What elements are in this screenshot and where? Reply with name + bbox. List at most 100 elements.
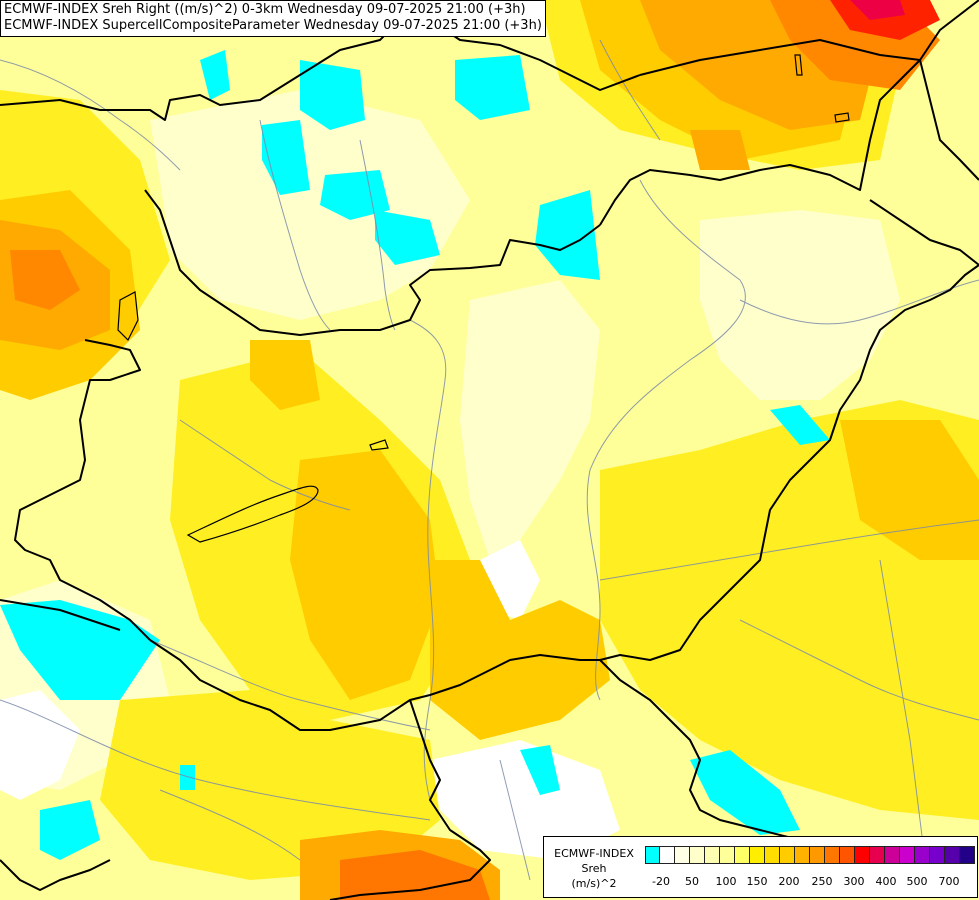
legend-tick-label: 100 bbox=[715, 875, 737, 888]
river-tisza bbox=[586, 179, 746, 701]
cyan-area-8 bbox=[0, 600, 160, 700]
legend-swatch bbox=[690, 846, 705, 864]
legend-swatch bbox=[720, 846, 735, 864]
lake-neusiedl bbox=[117, 291, 139, 342]
legend-tick-label: 500 bbox=[906, 875, 928, 888]
red-area-northeast bbox=[830, 0, 940, 40]
title-line-scp: ECMWF-INDEX SupercellCompositeParameter … bbox=[4, 18, 542, 33]
border-ukraine-moldova bbox=[919, 59, 979, 181]
legend-swatch bbox=[960, 846, 975, 864]
border-slovenia-croatia bbox=[0, 599, 121, 631]
legend-tick-label: 250 bbox=[811, 875, 833, 888]
legend-swatches bbox=[645, 846, 975, 864]
cyan-area-2 bbox=[300, 60, 365, 130]
river-layer bbox=[0, 39, 979, 881]
legend-swatch bbox=[810, 846, 825, 864]
river-mures bbox=[599, 519, 979, 581]
legend-tick-label: 700 bbox=[938, 875, 960, 888]
white-area-southwest bbox=[0, 690, 80, 800]
legend-parameter: Sreh bbox=[581, 862, 607, 875]
river-hron bbox=[359, 139, 396, 331]
legend-swatch bbox=[855, 846, 870, 864]
title-line-sreh: ECMWF-INDEX Sreh Right ((m/s)^2) 0-3km W… bbox=[4, 2, 526, 17]
legend-unit: (m/s)^2 bbox=[571, 877, 617, 890]
border-hungary-romania bbox=[149, 199, 979, 731]
legend-swatch bbox=[885, 846, 900, 864]
cyan-area-4 bbox=[262, 120, 310, 195]
deep-orange-area-south bbox=[340, 850, 490, 900]
legend-swatch bbox=[645, 846, 660, 864]
cyan-area-3 bbox=[455, 55, 530, 120]
cyan-area-1 bbox=[200, 50, 230, 100]
border-slovakia-ukraine bbox=[599, 0, 979, 226]
river-olt bbox=[879, 559, 926, 861]
border-austria-slovakia-hungary bbox=[144, 189, 601, 336]
border-poland-ukraine bbox=[639, 39, 921, 76]
lake-balaton bbox=[186, 485, 319, 543]
legend-swatch bbox=[675, 846, 690, 864]
river-misc-3 bbox=[739, 619, 979, 721]
legend-model: ECMWF-INDEX bbox=[554, 847, 634, 860]
river-danube bbox=[409, 319, 447, 801]
lake-small-3 bbox=[794, 54, 803, 76]
legend-swatch bbox=[825, 846, 840, 864]
legend-swatch bbox=[750, 846, 765, 864]
magenta-area-northeast bbox=[850, 0, 905, 20]
legend-swatch bbox=[795, 846, 810, 864]
legend-swatch bbox=[780, 846, 795, 864]
legend-title: ECMWF-INDEX Sreh (m/s)^2 bbox=[548, 846, 640, 891]
pale-area-north bbox=[150, 90, 470, 320]
legend-ticks: -20 50 100 150 200 250 300 400 500 700 bbox=[544, 875, 977, 889]
cyan-area-9 bbox=[40, 800, 100, 860]
lake-small-1 bbox=[369, 439, 389, 451]
legend-swatch bbox=[735, 846, 750, 864]
river-morava bbox=[499, 759, 531, 881]
legend-swatch bbox=[930, 846, 945, 864]
deep-orange-area-west bbox=[10, 250, 80, 310]
yellow-area-south bbox=[100, 690, 440, 880]
river-misc-2 bbox=[599, 39, 661, 141]
gold-area-center bbox=[290, 450, 440, 700]
river-misc-4 bbox=[159, 789, 301, 861]
cyan-area-6 bbox=[375, 210, 440, 265]
legend-tick-label: 300 bbox=[843, 875, 865, 888]
legend-tick-label: 150 bbox=[746, 875, 768, 888]
border-austria-hungary-west bbox=[14, 339, 151, 641]
map-title-box: ECMWF-INDEX Sreh Right ((m/s)^2) 0-3km W… bbox=[0, 0, 546, 37]
pale-area-east bbox=[700, 210, 900, 400]
lake-layer bbox=[117, 54, 850, 543]
legend-tick-label: 400 bbox=[875, 875, 897, 888]
gold-area-southcenter bbox=[430, 560, 610, 740]
cyan-area-11 bbox=[520, 745, 560, 795]
cyan-area-7 bbox=[535, 190, 600, 280]
gold-area-southwestpatch bbox=[250, 340, 320, 410]
legend-swatch bbox=[660, 846, 675, 864]
legend-swatch bbox=[705, 846, 720, 864]
cyan-area-13 bbox=[180, 765, 195, 790]
border-serbia-romania bbox=[599, 659, 851, 851]
pale-area-center bbox=[460, 280, 600, 560]
river-misc-1 bbox=[0, 59, 181, 171]
river-vah bbox=[259, 119, 331, 331]
color-legend: ECMWF-INDEX Sreh (m/s)^2 -20 50 100 150 200 2… bbox=[543, 836, 978, 898]
legend-swatch bbox=[915, 846, 930, 864]
cyan-area-10 bbox=[690, 750, 800, 835]
cyan-area-12 bbox=[770, 405, 830, 445]
lake-small-2 bbox=[834, 112, 850, 123]
cyan-area-5 bbox=[320, 170, 390, 220]
legend-tick-label: -20 bbox=[652, 875, 670, 888]
legend-tick-label: 50 bbox=[685, 875, 699, 888]
legend-swatch bbox=[945, 846, 960, 864]
legend-swatch bbox=[765, 846, 780, 864]
legend-tick-label: 200 bbox=[778, 875, 800, 888]
legend-swatch bbox=[840, 846, 855, 864]
river-raba bbox=[179, 419, 351, 511]
border-croatia-serbia bbox=[329, 699, 491, 900]
border-bosnia bbox=[0, 859, 111, 891]
white-area-south bbox=[430, 740, 620, 860]
river-somes bbox=[739, 279, 979, 325]
border-czech-slovakia-poland bbox=[0, 0, 421, 121]
river-drava bbox=[149, 639, 431, 731]
